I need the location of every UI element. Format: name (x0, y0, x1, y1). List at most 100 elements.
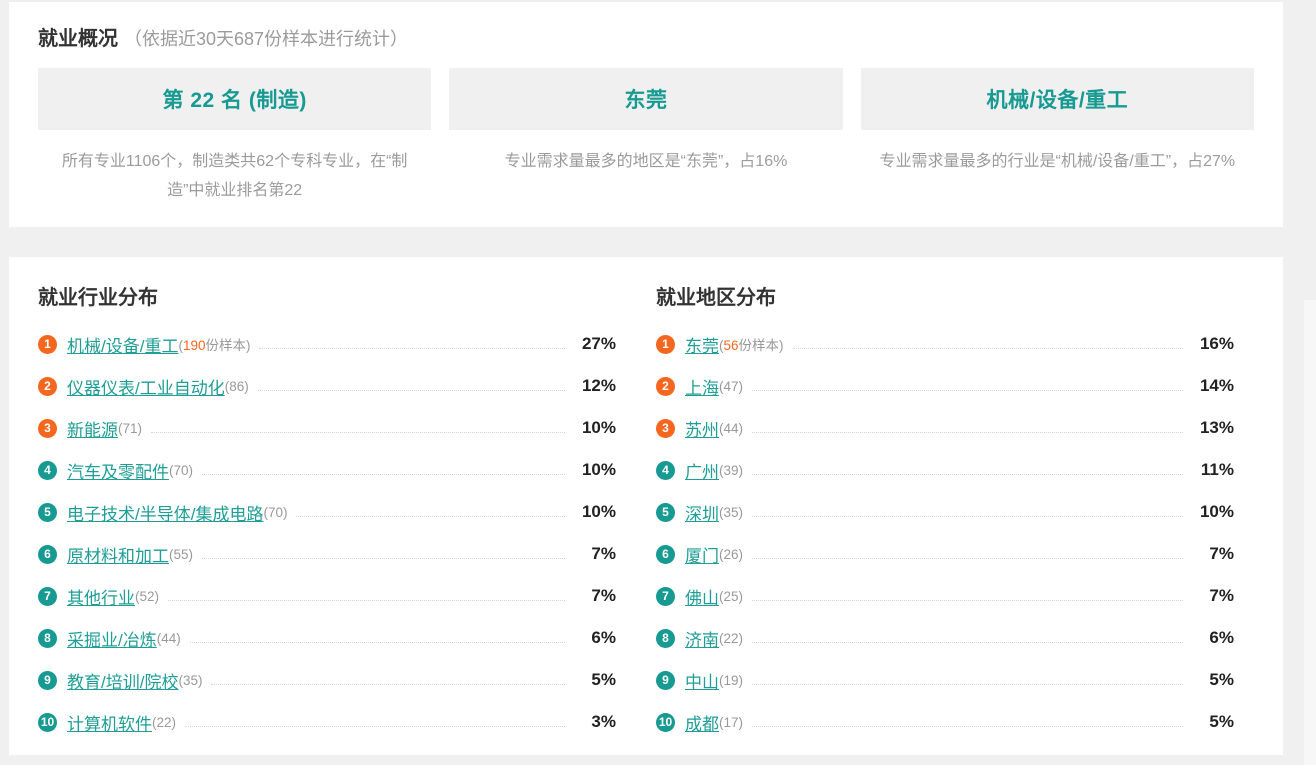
rank-badge: 8 (656, 628, 675, 648)
rank-badge: 7 (38, 586, 57, 606)
industry-link[interactable]: 电子技术/半导体/集成电路 (67, 504, 264, 524)
rank-badge: 8 (38, 628, 57, 648)
industry-link[interactable]: 计算机软件 (67, 714, 152, 734)
percent-value: 7% (591, 544, 616, 563)
rank-badge: 4 (38, 460, 57, 480)
sample-count: (19) (719, 672, 744, 688)
dotted-leader (257, 390, 565, 391)
industry-row: 1 机械/设备/重工 (190份样本) 27% (38, 323, 618, 365)
employment-overview-card: 就业概况 （依据近30天687份样本进行统计） 第 22 名 (制造) 所有专业1… (9, 2, 1283, 227)
region-link[interactable]: 中山 (685, 672, 719, 692)
dotted-leader (296, 516, 565, 517)
sample-count: (55) (169, 546, 194, 562)
rank-badge: 6 (656, 544, 675, 564)
sample-count: (47) (719, 378, 744, 394)
sample-count: (26) (719, 546, 744, 562)
page-title: 就业概况 (38, 28, 118, 50)
dotted-leader (752, 600, 1183, 601)
industry-row: 3 新能源 (71) 10% (38, 407, 618, 449)
percent-value: 5% (1209, 670, 1234, 689)
industry-link[interactable]: 新能源 (67, 420, 118, 440)
dotted-leader (211, 684, 565, 685)
dotted-leader (752, 558, 1183, 559)
stat-rank-box: 第 22 名 (制造) (38, 68, 432, 130)
percent-value: 12% (581, 376, 616, 395)
dotted-leader (168, 600, 565, 601)
percent-value: 13% (1199, 418, 1234, 437)
stat-region-headline: 东莞 (624, 89, 668, 112)
dotted-leader (202, 474, 565, 475)
rank-badge: 6 (38, 544, 57, 564)
region-row: 8 济南 (22) 6% (656, 617, 1236, 659)
percent-value: 10% (581, 460, 616, 479)
industry-link[interactable]: 教育/培训/院校 (67, 672, 179, 692)
percent-value: 27% (581, 334, 616, 353)
region-link[interactable]: 上海 (685, 378, 719, 398)
dotted-leader (151, 432, 565, 433)
percent-value: 6% (591, 628, 616, 647)
industry-row: 9 教育/培训/院校 (35) 5% (38, 659, 618, 701)
sample-count: (35) (178, 672, 203, 688)
sample-count: (44) (719, 420, 744, 436)
rank-badge: 10 (656, 712, 675, 732)
industry-link[interactable]: 采掘业/冶炼 (67, 630, 157, 650)
stat-industry: 机械/设备/重工 专业需求量最多的行业是“机械/设备/重工”，占27% (860, 68, 1254, 205)
rank-badge: 1 (656, 334, 675, 354)
region-link[interactable]: 济南 (685, 630, 719, 650)
percent-value: 5% (1209, 712, 1234, 731)
dotted-leader (752, 474, 1183, 475)
sample-count: (17) (719, 714, 744, 730)
rank-badge: 10 (38, 712, 57, 732)
dotted-leader (752, 516, 1183, 517)
dotted-leader (202, 558, 565, 559)
region-link[interactable]: 厦门 (685, 546, 719, 566)
industry-distribution-section: 就业行业分布 1 机械/设备/重工 (190份样本) 27% 2 仪器仪表/工业… (38, 281, 618, 743)
industry-link[interactable]: 原材料和加工 (67, 546, 169, 566)
stat-region: 东莞 专业需求量最多的地区是“东莞”，占16% (449, 68, 843, 205)
industry-link[interactable]: 机械/设备/重工 (67, 336, 179, 356)
region-link[interactable]: 东莞 (685, 336, 719, 356)
industry-row: 10 计算机软件 (22) 3% (38, 701, 618, 743)
dotted-leader (189, 642, 565, 643)
percent-value: 10% (1199, 502, 1234, 521)
sample-note: （依据近30天687份样本进行统计） (124, 29, 409, 49)
region-link[interactable]: 深圳 (685, 504, 719, 524)
industry-row: 6 原材料和加工 (55) 7% (38, 533, 618, 575)
sample-count: (22) (719, 630, 744, 646)
dotted-leader (752, 390, 1183, 391)
rank-badge: 5 (38, 502, 57, 522)
stat-rank: 第 22 名 (制造) 所有专业1106个，制造类共62个专科专业，在“制造”中… (38, 68, 432, 205)
scrollbar-track[interactable] (1304, 300, 1316, 765)
percent-value: 5% (591, 670, 616, 689)
sample-count: (52) (135, 588, 160, 604)
rank-badge: 9 (38, 670, 57, 690)
percent-value: 11% (1200, 460, 1234, 479)
rank-badge: 3 (656, 418, 675, 438)
industry-row: 8 采掘业/冶炼 (44) 6% (38, 617, 618, 659)
industry-link[interactable]: 其他行业 (67, 588, 135, 608)
dotted-leader (752, 684, 1183, 685)
region-row: 3 苏州 (44) 13% (656, 407, 1236, 449)
rank-badge: 1 (38, 334, 57, 354)
stat-rank-headline: 第 22 名 (制造) (162, 89, 307, 112)
region-row: 6 厦门 (26) 7% (656, 533, 1236, 575)
stat-region-box: 东莞 (449, 68, 843, 130)
region-link[interactable]: 成都 (685, 714, 719, 734)
region-link[interactable]: 苏州 (685, 420, 719, 440)
sample-count: (190份样本) (178, 338, 251, 353)
dotted-leader (752, 726, 1183, 727)
stat-industry-box: 机械/设备/重工 (860, 68, 1254, 130)
region-link[interactable]: 广州 (685, 462, 719, 482)
sample-count: (70) (169, 462, 194, 478)
region-link[interactable]: 佛山 (685, 588, 719, 608)
industry-row: 7 其他行业 (52) 7% (38, 575, 618, 617)
industry-row: 2 仪器仪表/工业自动化 (86) 12% (38, 365, 618, 407)
rank-badge: 5 (656, 502, 675, 522)
sample-count: (56份样本) (719, 338, 784, 353)
overview-header: 就业概况 （依据近30天687份样本进行统计） (9, 2, 1283, 51)
region-row: 5 深圳 (35) 10% (656, 491, 1236, 533)
dotted-leader (185, 726, 565, 727)
industry-link[interactable]: 汽车及零配件 (67, 462, 169, 482)
industry-link[interactable]: 仪器仪表/工业自动化 (67, 378, 225, 398)
